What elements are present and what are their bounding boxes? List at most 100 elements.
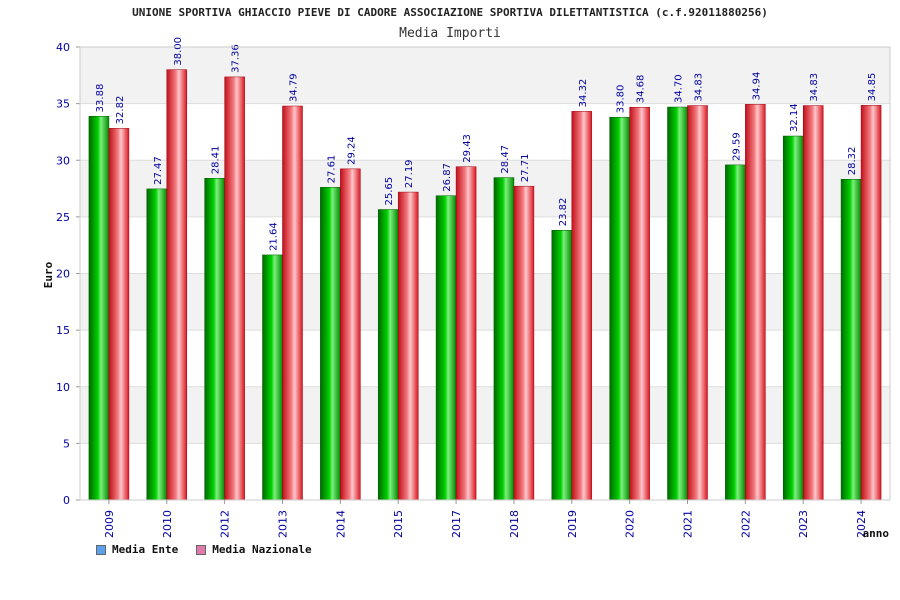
plot-band <box>80 330 890 387</box>
x-tick-label: 2015 <box>392 510 405 538</box>
x-tick-label: 2018 <box>508 510 521 538</box>
data-label: 27.71 <box>520 154 531 183</box>
bar-media-ente <box>377 209 399 501</box>
x-tick-label: 2014 <box>334 510 347 538</box>
data-label: 25.65 <box>384 177 395 206</box>
data-label: 29.59 <box>731 132 742 161</box>
bar-media-nazionale <box>802 105 824 501</box>
bar-media-ente <box>320 187 341 501</box>
bar-media-ente <box>725 164 746 501</box>
chart-subtitle: Media Importi <box>399 26 501 41</box>
data-label: 32.82 <box>115 96 126 125</box>
bar-media-nazionale <box>687 105 708 501</box>
data-label: 27.47 <box>153 156 164 185</box>
plot-band <box>80 273 890 331</box>
bar-media-ente <box>88 116 110 501</box>
data-label: 27.19 <box>404 159 415 188</box>
bar-media-ente <box>667 106 688 501</box>
bar-media-ente <box>782 135 804 501</box>
x-tick-label: 2013 <box>277 510 290 538</box>
chart-title: UNIONE SPORTIVA GHIACCIO PIEVE DI CADORE… <box>132 6 768 19</box>
data-label: 32.14 <box>789 103 800 132</box>
x-tick-label: 2019 <box>566 510 579 538</box>
data-label: 34.94 <box>751 72 762 101</box>
bar-media-nazionale <box>340 168 361 501</box>
x-tick-label: 2023 <box>797 510 810 538</box>
x-axis-title: anno <box>863 527 890 540</box>
bar-media-ente <box>840 179 862 501</box>
data-label: 27.61 <box>326 155 337 184</box>
bar-media-nazionale <box>513 185 535 501</box>
y-tick-label: 40 <box>56 41 70 54</box>
bar-media-nazionale <box>108 128 130 501</box>
data-label: 33.80 <box>616 85 627 114</box>
bar-media-ente <box>609 116 630 501</box>
y-tick-label: 35 <box>56 98 70 111</box>
y-tick-label: 25 <box>56 211 70 224</box>
x-tick-label: 2021 <box>682 510 695 538</box>
legend-swatch-media-nazionale <box>196 544 207 555</box>
legend-swatch-media-ente <box>96 544 106 555</box>
bar-media-nazionale <box>629 106 650 501</box>
legend-label-media-nazionale: Media Nazionale <box>212 543 312 556</box>
y-axis-title: Euro <box>42 261 55 288</box>
data-label: 26.87 <box>442 163 453 192</box>
data-label: 37.36 <box>231 44 242 73</box>
y-tick-label: 10 <box>56 381 70 394</box>
data-labels: 33.88 32.82 27.47 38.00 28.41 37.36 21.64 34.79… <box>95 37 878 251</box>
plot-band <box>80 160 890 217</box>
bar-media-nazionale <box>282 105 303 501</box>
data-label: 33.88 <box>95 84 106 113</box>
legend-label-media-ente: Media Ente <box>112 543 179 556</box>
bar-media-ente <box>204 178 225 501</box>
plot-band <box>80 443 890 500</box>
y-tick-label: 0 <box>63 494 70 507</box>
bars <box>88 69 882 501</box>
data-label: 34.83 <box>694 73 705 102</box>
axes: 0 5 10 15 20 25 30 35 40 2009 2010 2012 2013 2014 2015… <box>42 41 891 540</box>
bar-media-nazionale <box>745 104 766 501</box>
data-label: 34.32 <box>578 79 589 108</box>
data-label: 34.79 <box>289 73 300 102</box>
plot-band <box>80 386 890 444</box>
legend: Media Ente Media Nazionale <box>96 543 312 556</box>
x-tick-label: 2024 <box>855 510 868 538</box>
bar-media-nazionale <box>224 76 245 501</box>
data-label: 28.47 <box>500 145 511 174</box>
y-tick-label: 5 <box>63 437 70 450</box>
plot-band <box>80 216 890 274</box>
x-tick-label: 2017 <box>450 510 463 538</box>
x-tick-label: 2020 <box>624 510 637 538</box>
bar-media-nazionale <box>860 105 882 501</box>
bar-media-ente <box>551 229 573 501</box>
x-tick-label: 2012 <box>219 510 232 538</box>
data-label: 34.68 <box>636 75 647 104</box>
y-tick-label: 20 <box>56 268 70 281</box>
x-tick-label: 2010 <box>161 510 174 538</box>
data-label: 29.24 <box>346 136 357 165</box>
legend-item-media-nazionale: Media Nazionale <box>196 543 312 556</box>
bar-media-nazionale <box>397 191 419 501</box>
data-label: 29.43 <box>462 134 473 163</box>
bar-media-ente <box>262 254 283 501</box>
data-label: 38.00 <box>173 37 184 66</box>
data-label: 28.32 <box>847 147 858 176</box>
x-tick-label: 2022 <box>739 510 752 538</box>
bar-media-ente <box>146 188 168 501</box>
y-tick-label: 15 <box>56 324 70 337</box>
plot-border <box>79 46 891 501</box>
y-tick-label: 30 <box>56 154 70 167</box>
plot-band <box>80 103 890 161</box>
data-label: 21.64 <box>269 222 280 251</box>
bar-media-ente <box>493 177 515 501</box>
data-label: 34.83 <box>809 73 820 102</box>
bar-media-nazionale <box>166 69 188 501</box>
plot-band <box>80 47 890 104</box>
data-label: 34.85 <box>867 73 878 102</box>
data-label: 34.70 <box>674 74 685 103</box>
bar-media-nazionale <box>571 111 593 501</box>
data-label: 23.82 <box>558 198 569 227</box>
data-label: 28.41 <box>211 146 222 175</box>
x-tick-label: 2009 <box>103 510 116 538</box>
